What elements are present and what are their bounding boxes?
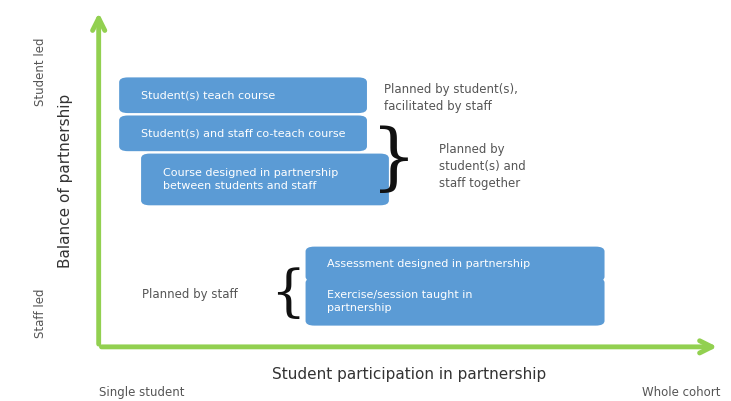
FancyBboxPatch shape bbox=[119, 115, 367, 151]
Text: Student participation in partnership: Student participation in partnership bbox=[272, 367, 547, 383]
Text: Planned by
student(s) and
staff together: Planned by student(s) and staff together bbox=[439, 143, 526, 190]
Text: Exercise/session taught in
partnership: Exercise/session taught in partnership bbox=[327, 290, 473, 313]
Text: Single student: Single student bbox=[99, 387, 184, 399]
Text: Student led: Student led bbox=[34, 38, 47, 106]
FancyBboxPatch shape bbox=[306, 278, 605, 326]
Text: Staff led: Staff led bbox=[34, 288, 47, 338]
Text: Whole cohort: Whole cohort bbox=[642, 387, 720, 399]
Text: Assessment designed in partnership: Assessment designed in partnership bbox=[327, 259, 531, 269]
Text: {: { bbox=[270, 267, 306, 322]
Text: }: } bbox=[371, 126, 417, 196]
Text: Course designed in partnership
between students and staff: Course designed in partnership between s… bbox=[163, 168, 338, 191]
Text: Planned by staff: Planned by staff bbox=[142, 288, 238, 301]
FancyBboxPatch shape bbox=[306, 247, 605, 282]
FancyBboxPatch shape bbox=[141, 154, 389, 205]
FancyBboxPatch shape bbox=[119, 77, 367, 113]
Text: Balance of partnership: Balance of partnership bbox=[58, 93, 73, 267]
Text: Student(s) teach course: Student(s) teach course bbox=[141, 90, 276, 100]
Text: Planned by student(s),
facilitated by staff: Planned by student(s), facilitated by st… bbox=[384, 83, 518, 113]
Text: Student(s) and staff co-teach course: Student(s) and staff co-teach course bbox=[141, 128, 346, 138]
